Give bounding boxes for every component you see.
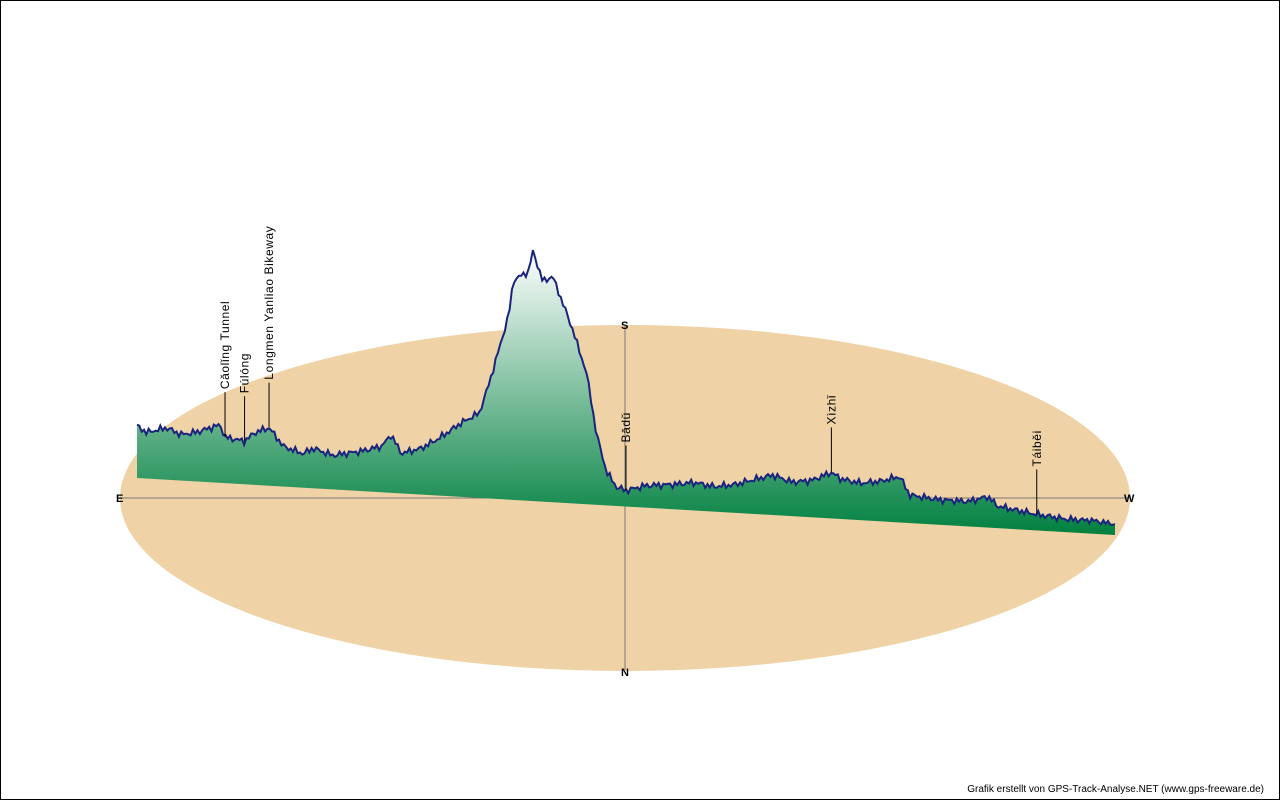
place-markers: Cǎolǐng Tunnel Fúlóng Longmen Yanliao Bike… — [218, 226, 1044, 515]
elevation-area — [137, 250, 1115, 535]
place-label: Longmen Yanliao Bikeway — [262, 226, 276, 380]
credit-text: Grafik erstellt von GPS-Track-Analyse.NE… — [967, 784, 1264, 795]
place-label: Fúlóng — [238, 353, 252, 393]
place-label: Bādǔ — [619, 412, 633, 442]
compass-west-label: W — [1124, 493, 1135, 505]
place-label: Xìzhǐ — [824, 394, 838, 424]
compass-east-label: E — [116, 493, 123, 505]
compass-south-label: S — [621, 320, 628, 332]
place-label: Cǎolǐng Tunnel — [218, 301, 232, 389]
place-label: Táiběi — [1030, 430, 1044, 466]
compass-north-label: N — [621, 667, 629, 679]
